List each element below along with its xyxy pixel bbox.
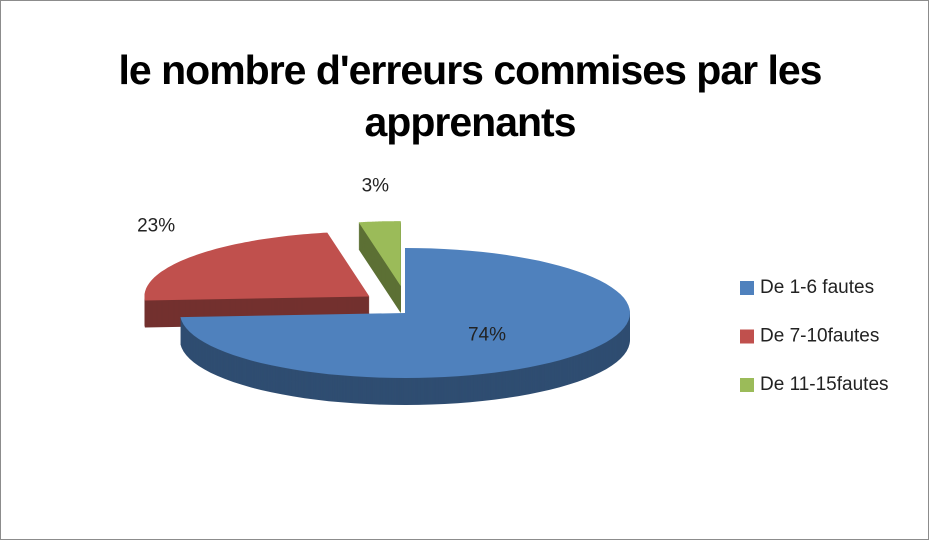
data-label: 74% <box>468 324 506 345</box>
legend-label: De 11-15fautes <box>760 374 889 395</box>
slice-top <box>144 232 370 301</box>
slice-top <box>180 248 630 378</box>
slice-top <box>358 221 401 287</box>
legend-label: De 1-6 fautes <box>760 277 874 298</box>
legend-swatch <box>740 378 754 392</box>
chart: 74% 23% 3% De 1-6 fautes De 7-10fautes De 11-… <box>137 175 889 405</box>
legend-swatch <box>740 329 754 344</box>
legend-label: De 7-10fautes <box>760 326 879 347</box>
legend-swatch <box>740 281 754 295</box>
chart-title: le nombre d'erreurs commises par les app… <box>118 47 823 145</box>
data-label: 3% <box>362 175 390 196</box>
data-label: 23% <box>137 216 175 237</box>
